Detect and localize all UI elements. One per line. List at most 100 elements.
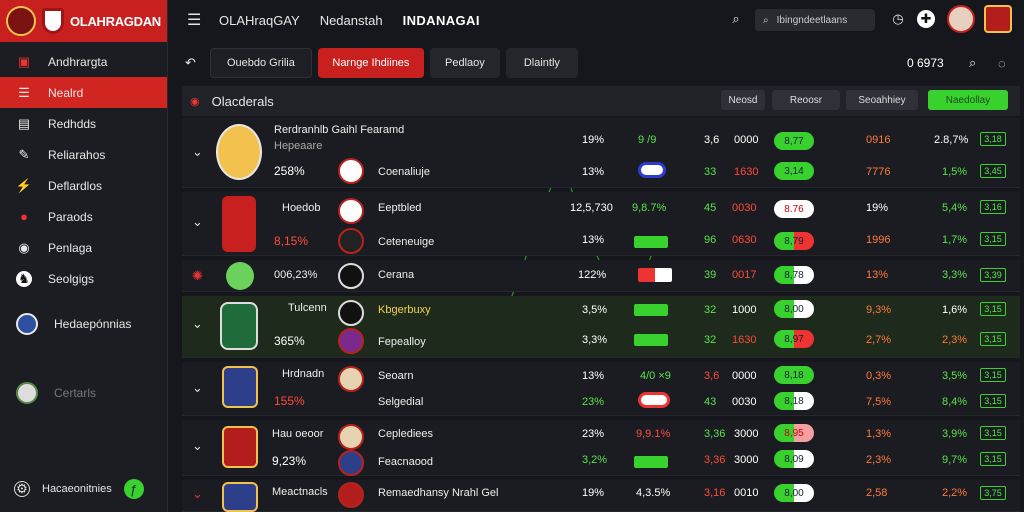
search-icon[interactable]: ⌕	[969, 55, 977, 70]
sidebar-footer[interactable]: ⚙ Hacaeonitnies ƒ	[0, 474, 168, 504]
quick-bet-button[interactable]: 3,16	[980, 200, 1006, 214]
rate-value: 2,3%	[866, 454, 892, 466]
quick-bet-value: 3,15	[984, 334, 1002, 344]
sidebar-item-4[interactable]: ⚡ Deflardlos	[0, 170, 167, 201]
panel-header: ◉ Olacderals Neosd Reoosr Seoahhiey Naed…	[182, 86, 1020, 116]
filter-button[interactable]: Seoahhiey	[846, 90, 918, 110]
search-placeholder: Ibingndeetlaans	[776, 14, 848, 26]
quick-bet-value: 3,15	[984, 304, 1002, 314]
quick-bet-button[interactable]: 3,45	[980, 164, 1006, 178]
quick-bet-button[interactable]: 3,18	[980, 132, 1006, 146]
collapse-icon[interactable]: ⌄	[192, 144, 203, 159]
team-crest-icon	[222, 426, 258, 468]
odds-button[interactable]: 8,77	[774, 132, 814, 150]
filter-button[interactable]: Neosd	[721, 90, 765, 110]
action-icon[interactable]: ƒ	[123, 479, 144, 499]
tab-3[interactable]: Dlaintly	[505, 48, 578, 78]
expand-icon[interactable]: ⌄	[192, 438, 203, 453]
player-name: Meactnacls	[272, 486, 328, 498]
sidebar-item-1[interactable]: ☰ Nealrd	[0, 77, 167, 108]
odds-button[interactable]: 8,78	[774, 266, 814, 284]
odds-button[interactable]: 8,00	[774, 484, 814, 502]
player-pct: 8,15%	[274, 234, 309, 248]
filter-label: Seoahhiey	[858, 94, 906, 106]
tab-label: Ouebdo Grilia	[226, 57, 295, 69]
filter-button[interactable]: Reoosr	[772, 90, 840, 110]
expand-icon[interactable]: ⌄	[192, 380, 203, 395]
sidebar-item-label: Andhrargta	[48, 54, 108, 69]
chat-icon[interactable]: ◌	[998, 55, 1006, 71]
player-photo	[222, 196, 256, 252]
odds-button[interactable]: 8,95	[774, 424, 814, 442]
quick-bet-button[interactable]: 3,15	[980, 452, 1006, 466]
rate-value: 13%	[866, 269, 889, 281]
sidebar-item-6[interactable]: ◉ Penlaga	[0, 232, 167, 263]
sidebar-item-9[interactable]: Certarls	[0, 377, 167, 408]
quick-bet-button[interactable]: 3,39	[980, 268, 1006, 282]
quick-bet-button[interactable]: 3,15	[980, 368, 1006, 382]
brand-bar[interactable]: OLAHRAGDAN	[0, 0, 167, 42]
progress-bar	[634, 456, 668, 468]
player-name: Tulcenn	[288, 302, 327, 314]
expand-icon[interactable]: ⌄	[192, 316, 203, 331]
tab-2[interactable]: Pedlaoy	[429, 48, 500, 78]
odds-value: 8,09	[784, 453, 804, 465]
back-icon[interactable]: ↶	[185, 55, 196, 70]
clock-icon[interactable]: ◷	[892, 11, 904, 26]
team-badge-icon	[338, 450, 364, 476]
tab-1[interactable]: Narnge Ihdiines	[317, 48, 424, 78]
stat-value: 19%	[582, 134, 605, 146]
odds-button[interactable]: 8,09	[774, 450, 814, 468]
col-a: 32	[704, 304, 717, 316]
team-name: Selgedial	[378, 396, 424, 408]
quick-bet-button[interactable]: 3,15	[980, 232, 1006, 246]
flag-icon	[638, 268, 672, 282]
top-menu-item[interactable]: Nedanstah	[319, 12, 383, 28]
add-icon[interactable]: ✚	[917, 10, 935, 28]
table-row[interactable]: ✺ 006,23% Cerana 122% 39 0017 8,78 13% 3…	[182, 260, 1020, 292]
top-menu-item[interactable]: INDANAGAI	[402, 12, 480, 28]
odds-button[interactable]: 8,18	[774, 392, 814, 410]
odds-value: 3,14	[784, 165, 804, 177]
table-row[interactable]: ⌄ Hrdnadn 155% Seoarn Selgedial 13% 23% …	[182, 362, 1020, 416]
table-row[interactable]: ⌄ Tulcenn 365% Kbgerbuxy Fepealloy 3,5% …	[182, 296, 1020, 358]
team-badge-icon	[338, 300, 364, 326]
sidebar-item-8[interactable]: Hedaepónnias	[0, 308, 167, 339]
odds-button[interactable]: 8,97	[774, 330, 814, 348]
quick-bet-button[interactable]: 3,75	[980, 486, 1006, 500]
topbar: ☰ OLAHraqGAY Nedanstah INDANAGAI ⌕ ⌕ Ibi…	[169, 0, 1024, 40]
team-badge-icon	[338, 198, 364, 224]
sidebar-footer-label: Hacaeonitnies	[42, 483, 112, 495]
odds-button[interactable]: 8,00	[774, 300, 814, 318]
team-icon[interactable]: ✺	[192, 268, 203, 283]
quick-bet-button[interactable]: 3,15	[980, 394, 1006, 408]
sidebar-item-7[interactable]: ♞ Seolgigs	[0, 263, 167, 294]
expand-icon[interactable]: ⌄	[192, 486, 203, 501]
odds-button[interactable]: 8,18	[774, 366, 814, 384]
sidebar-item-0[interactable]: ▣ Andhrargta	[0, 46, 167, 77]
search-icon[interactable]: ⌕	[732, 11, 740, 26]
table-row[interactable]: ⌄ Hoedob 8,15% Eeptbled Ceteneuige 12,5,…	[182, 192, 1020, 256]
avatar[interactable]	[947, 5, 975, 33]
player-photo	[226, 262, 254, 290]
tab-0[interactable]: Ouebdo Grilia	[209, 48, 312, 78]
rate-value: 7776	[866, 166, 891, 178]
search-input[interactable]: ⌕ Ibingndeetlaans	[755, 9, 875, 31]
sidebar-item-5[interactable]: ● Paraods	[0, 201, 167, 232]
table-row[interactable]: ⌄ Hau oeoor 9,23% Ceplediees Feacnaood 2…	[182, 420, 1020, 476]
top-menu-item[interactable]: OLAHraqGAY	[219, 12, 300, 28]
filter-button-active[interactable]: Naedollay	[928, 90, 1008, 110]
table-row[interactable]: ⌄ Rerdranhlb Gaihl Fearamd Hepeaare 258%…	[182, 118, 1020, 188]
sidebar-item-3[interactable]: ✎ Reliarahos	[0, 139, 167, 170]
quick-bet-button[interactable]: 3,15	[980, 302, 1006, 316]
expand-icon[interactable]: ⌄	[192, 214, 203, 229]
quick-bet-button[interactable]: 3,15	[980, 426, 1006, 440]
sidebar-item-2[interactable]: ▤ Redhdds	[0, 108, 167, 139]
menu-icon[interactable]: ☰	[187, 12, 202, 29]
odds-button[interactable]: 8,79	[774, 232, 814, 250]
odds-button[interactable]: 8.76	[774, 200, 814, 218]
club-badge-icon[interactable]	[984, 5, 1012, 33]
quick-bet-button[interactable]: 3,15	[980, 332, 1006, 346]
table-row[interactable]: ⌄ Meactnacls Remaedhansy Nrahl Gel 19% 4…	[182, 480, 1020, 512]
odds-button[interactable]: 3,14	[774, 162, 814, 180]
